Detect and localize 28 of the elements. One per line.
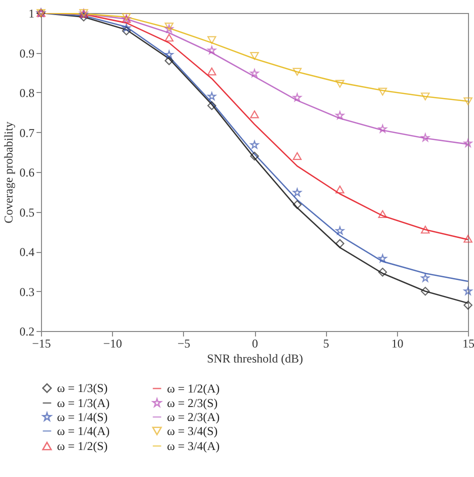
legend-label: ω = 1/3(S) xyxy=(57,381,108,396)
y-tick-label: 0.2 xyxy=(20,324,34,338)
x-tick-label: 5 xyxy=(323,336,330,350)
legend-label: ω = 1/4(S) xyxy=(57,410,108,424)
legend-label: ω = 2/3(A) xyxy=(167,410,220,424)
legend-label: ω = 3/4(S) xyxy=(167,424,218,438)
y-tick-label: 0.9 xyxy=(20,46,34,60)
x-tick-label: −5 xyxy=(177,336,190,350)
x-tick-label: −15 xyxy=(32,336,51,350)
y-tick-label: 0.3 xyxy=(20,284,34,299)
legend-label: ω = 2/3(S) xyxy=(167,396,218,410)
legend-label: ω = 1/3(A) xyxy=(57,396,110,410)
y-tick-label: 1 xyxy=(28,6,34,20)
x-tick-label: 10 xyxy=(391,336,404,350)
x-tick-label: −10 xyxy=(103,336,122,350)
x-axis-title: SNR threshold (dB) xyxy=(207,352,304,366)
y-tick-label: 0.7 xyxy=(20,126,34,140)
y-tick-label: 0.6 xyxy=(20,166,34,180)
legend-label: ω = 1/2(S) xyxy=(57,439,108,453)
legend-label: ω = 1/2(A) xyxy=(167,382,220,396)
y-tick-label: 0.5 xyxy=(20,205,34,220)
legend-label: ω = 1/4(A) xyxy=(57,424,110,438)
y-axis-title: Coverage probability xyxy=(2,122,16,224)
x-tick-label: 0 xyxy=(252,336,258,350)
legend-label: ω = 3/4(A) xyxy=(167,439,220,453)
y-tick-label: 0.8 xyxy=(20,86,34,100)
y-tick-label: 0.4 xyxy=(20,245,34,259)
x-tick-label: 15 xyxy=(462,336,474,350)
